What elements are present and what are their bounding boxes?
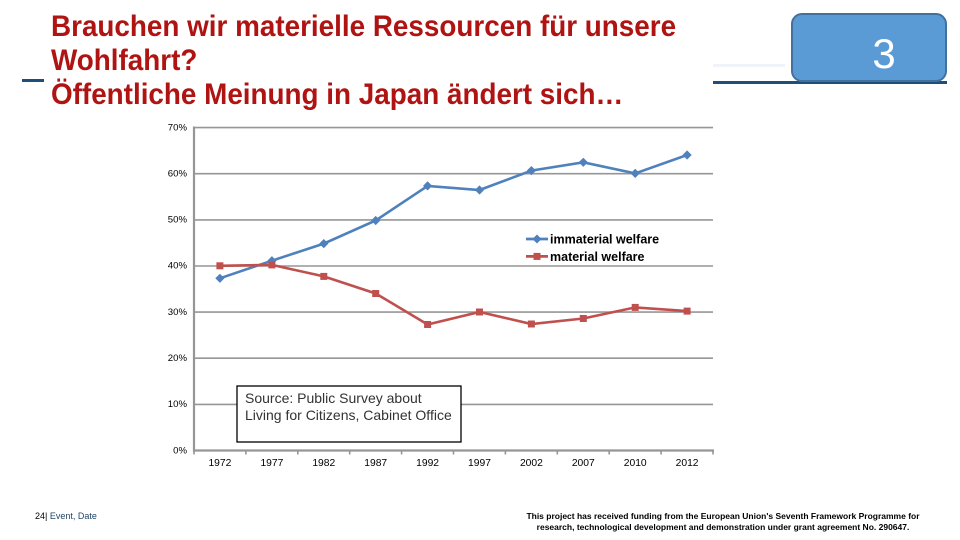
svg-text:Living for Citizens, Cabinet O: Living for Citizens, Cabinet Office bbox=[245, 407, 452, 423]
svg-text:2010: 2010 bbox=[624, 458, 647, 469]
svg-text:20%: 20% bbox=[168, 353, 188, 364]
svg-text:material welfare: material welfare bbox=[550, 250, 645, 264]
svg-text:10%: 10% bbox=[168, 399, 188, 410]
svg-text:1987: 1987 bbox=[364, 458, 387, 469]
svg-text:70%: 70% bbox=[168, 122, 188, 133]
svg-text:1982: 1982 bbox=[312, 458, 335, 469]
svg-text:2012: 2012 bbox=[676, 458, 699, 469]
svg-text:30%: 30% bbox=[168, 307, 188, 318]
svg-text:40%: 40% bbox=[168, 261, 188, 272]
svg-text:50%: 50% bbox=[168, 215, 188, 226]
svg-text:immaterial welfare: immaterial welfare bbox=[550, 233, 659, 247]
svg-text:1997: 1997 bbox=[468, 458, 491, 469]
svg-text:2002: 2002 bbox=[520, 458, 543, 469]
svg-text:0%: 0% bbox=[173, 445, 187, 456]
svg-text:2007: 2007 bbox=[572, 458, 595, 469]
svg-text:Source: Public Survey about: Source: Public Survey about bbox=[245, 390, 422, 406]
svg-text:1972: 1972 bbox=[208, 458, 231, 469]
svg-text:60%: 60% bbox=[168, 168, 188, 179]
svg-text:1992: 1992 bbox=[416, 458, 439, 469]
svg-text:1977: 1977 bbox=[260, 458, 283, 469]
